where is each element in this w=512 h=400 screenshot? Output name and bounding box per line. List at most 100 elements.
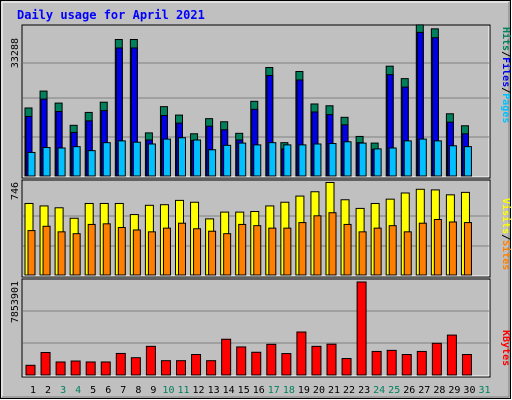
sites-bar (238, 223, 247, 276)
sites-bar (283, 227, 292, 276)
kbytes-bar (266, 343, 277, 376)
pages-bar (132, 141, 141, 177)
pages-bar (223, 144, 232, 177)
legend-separator: / (500, 51, 511, 57)
day-label: 29 (448, 385, 460, 396)
day-label: 13 (208, 385, 220, 396)
top-panel-legend: Hits/Files/Pages (500, 27, 512, 123)
kbytes-bar (251, 351, 262, 376)
sites-bar (298, 222, 307, 276)
day-label: 8 (135, 385, 141, 396)
sites-bar (72, 233, 81, 276)
legend-sites: Sites (500, 240, 512, 270)
sites-bar (373, 227, 382, 276)
pages-bar (27, 151, 36, 177)
day-label: 2 (45, 385, 51, 396)
sites-bar (448, 221, 457, 276)
day-label: 25 (388, 385, 400, 396)
legend-pages: Pages (500, 93, 511, 123)
pages-bar (448, 145, 457, 177)
kbytes-bar (281, 353, 292, 376)
day-label: 3 (60, 385, 66, 396)
day-label: 27 (418, 385, 430, 396)
legend-files: Files (500, 57, 512, 87)
day-label: 5 (90, 385, 96, 396)
kbytes-bar (296, 331, 307, 376)
pages-bar (42, 147, 51, 177)
sites-bar (132, 229, 141, 276)
pages-bar (238, 142, 247, 177)
kbytes-bar (461, 354, 472, 376)
pages-bar (268, 142, 277, 177)
pages-bar (388, 147, 397, 177)
sites-bar (27, 230, 36, 276)
day-label: 20 (313, 385, 325, 396)
legend-hits: Hits (500, 27, 512, 51)
kbytes-bar (191, 354, 202, 376)
legend-separator: / (500, 234, 511, 240)
kbytes-bar (100, 361, 111, 376)
bars (24, 24, 472, 376)
sites-bar (403, 231, 412, 276)
day-label: 11 (177, 385, 189, 396)
pages-bar (117, 140, 126, 177)
pages-bar (208, 149, 217, 177)
day-label: 18 (283, 385, 295, 396)
sites-bar (57, 231, 66, 276)
day-label: 10 (162, 385, 174, 396)
pages-bar (57, 147, 66, 177)
pages-bar (433, 140, 442, 177)
sites-bar (223, 233, 232, 276)
pages-bar (283, 144, 292, 177)
middle-panel-legend: Visits/Sites (500, 198, 512, 270)
day-label: 12 (193, 385, 205, 396)
day-label: 19 (298, 385, 310, 396)
sites-bar (208, 230, 217, 276)
sites-bar (418, 222, 427, 276)
kbytes-bar (221, 338, 232, 376)
day-label: 31 (478, 385, 490, 396)
sites-bar (42, 225, 51, 276)
sites-bar (162, 227, 171, 276)
kbytes-bar (311, 345, 322, 376)
sites-bar (117, 227, 126, 276)
kbytes-bar (176, 360, 186, 376)
day-label: 16 (253, 385, 265, 396)
day-label: 15 (238, 385, 250, 396)
sites-bar (463, 222, 472, 276)
day-label: 6 (105, 385, 111, 396)
pages-bar (193, 139, 202, 177)
pages-bar (358, 142, 367, 177)
day-label: 14 (223, 385, 235, 396)
sites-bar (178, 222, 186, 276)
pages-bar (418, 138, 427, 177)
legend-separator: / (500, 87, 511, 93)
pages-bar (298, 144, 307, 177)
sites-bar (102, 223, 111, 276)
kbytes-bar (130, 357, 141, 376)
kbytes-bar (371, 350, 382, 376)
kbytes-bar (431, 342, 442, 376)
kbytes-bar (446, 334, 457, 376)
sites-bar (268, 227, 277, 276)
bottom-panel-max-label: 7853901 (10, 281, 21, 323)
day-label: 24 (373, 385, 385, 396)
legend-kbytes: KBytes (500, 330, 511, 366)
day-label: 4 (75, 385, 81, 396)
legend-visits: Visits (500, 198, 512, 234)
sites-bar (343, 223, 352, 276)
pages-bar (403, 140, 412, 177)
pages-bar (253, 144, 262, 177)
sites-bar (193, 228, 202, 276)
pages-bar (178, 137, 186, 177)
day-label: 21 (328, 385, 340, 396)
day-label: 30 (463, 385, 475, 396)
pages-bar (343, 141, 352, 177)
day-label: 1 (30, 385, 36, 396)
kbytes-bar (40, 352, 51, 376)
middle-panel-max-label: 746 (10, 182, 21, 200)
bottom-panel-legend: KBytes (500, 330, 511, 366)
day-label: 22 (343, 385, 355, 396)
